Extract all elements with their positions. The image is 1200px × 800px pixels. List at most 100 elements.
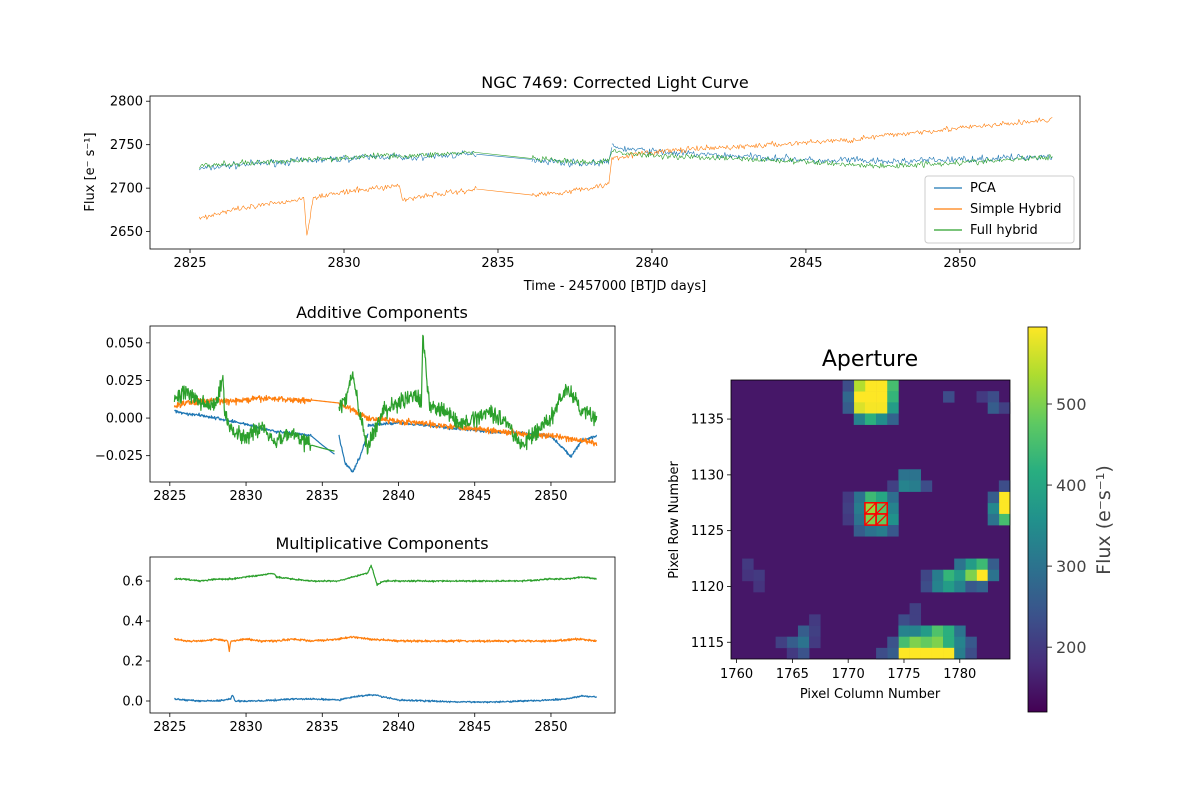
aperture-pixel-bright <box>887 647 899 660</box>
aperture-pixel-bright <box>976 391 988 403</box>
mul-ytick-label: 0.0 <box>122 695 143 710</box>
lc-series-simple-hybrid <box>199 117 1053 236</box>
aperture-pixel-bright <box>898 614 910 626</box>
add-xtick-label: 2825 <box>153 489 186 504</box>
aperture-pixel-bright <box>931 647 944 660</box>
aperture-pixel-bright <box>887 513 899 526</box>
colorbar-tick-label: 400 <box>1056 476 1087 495</box>
colorbar-tick-label: 200 <box>1056 638 1087 657</box>
aperture-pixel-bright <box>876 391 888 403</box>
aperture-xtick-label: 1780 <box>943 667 976 682</box>
colorbar-gradient <box>1028 327 1047 712</box>
additive-series <box>173 334 598 473</box>
add-xtick-label: 2845 <box>458 489 491 504</box>
aperture-pixel-bright <box>853 402 866 414</box>
aperture-pixel-bright <box>797 647 810 660</box>
aperture-ticks: 1760 1765 1770 1775 1780 1115 1120 1125 1130 1135 <box>691 413 976 682</box>
aperture-pixel-bright <box>898 480 910 492</box>
add-series-component-3 <box>173 334 598 455</box>
aperture-pixel-bright <box>909 636 922 649</box>
aperture-mask-pixel <box>875 502 888 515</box>
colorbar-tick-label: 500 <box>1056 395 1087 414</box>
lc-ytick-label: 2800 <box>110 95 143 110</box>
aperture-pixel-bright <box>853 391 866 403</box>
light-curve-panel: NGC 7469: Corrected Light Curve 2825 2830… <box>83 73 1081 294</box>
aperture-pixel-bright <box>965 558 977 571</box>
mul-ytick-label: 0.6 <box>122 575 143 590</box>
mul-ytick-label: 0.2 <box>122 655 143 670</box>
aperture-pixel-bright <box>887 380 899 392</box>
aperture-pixel-bright <box>809 636 821 649</box>
aperture-pixel-bright <box>909 625 922 637</box>
aperture-xtick-label: 1775 <box>887 667 920 682</box>
aperture-pixel-bright <box>887 391 899 403</box>
aperture-pixel-bright <box>943 625 955 637</box>
aperture-pixel-bright <box>887 491 899 504</box>
legend-entry-pca: PCA <box>970 181 996 196</box>
aperture-pixel-bright <box>809 625 821 637</box>
aperture-pixel-bright <box>998 480 1011 492</box>
aperture-pixel-bright <box>909 647 922 660</box>
aperture-mask-hatch <box>875 513 888 526</box>
multiplicative-frame <box>149 556 616 714</box>
aperture-pixel-bright <box>954 569 966 582</box>
aperture-pixel-bright <box>842 513 855 526</box>
aperture-pixel-bright <box>887 402 899 414</box>
aperture-xtick-label: 1765 <box>776 667 809 682</box>
aperture-pixel-bright <box>876 525 888 537</box>
aperture-pixel-bright <box>954 580 966 593</box>
multiplicative-panel: Multiplicative Components 2825 2830 2835 28… <box>122 534 616 735</box>
aperture-pixel-bright <box>898 469 910 481</box>
add-ytick-label: 0.000 <box>106 412 143 427</box>
aperture-pixel-bright <box>853 502 866 515</box>
aperture-pixel-bright <box>876 413 888 425</box>
aperture-pixel-bright <box>920 625 933 637</box>
colorbar: 200 300 400 500 Flux (e⁻s⁻¹) <box>1027 326 1115 713</box>
aperture-pixel-bright <box>864 380 877 392</box>
aperture-title: Aperture <box>822 347 918 372</box>
aperture-pixel-bright <box>954 647 966 660</box>
aperture-pixel-bright <box>998 513 1011 526</box>
aperture-pixel-bright <box>965 569 977 582</box>
aperture-xtick-label: 1760 <box>720 667 753 682</box>
aperture-pixel-bright <box>976 558 988 571</box>
multiplicative-title: Multiplicative Components <box>275 534 488 553</box>
aperture-pixel-bright <box>998 491 1011 504</box>
lc-xtick-label: 2835 <box>481 256 514 271</box>
lc-ytick-label: 2700 <box>110 182 143 197</box>
aperture-pixel-bright <box>909 469 922 481</box>
aperture-pixel-bright <box>920 569 933 582</box>
aperture-pixel-bright <box>931 580 944 593</box>
aperture-pixel-bright <box>943 636 955 649</box>
aperture-pixel-bright <box>998 502 1011 515</box>
add-series-component-1 <box>174 409 598 473</box>
aperture-pixel-bright <box>842 502 855 515</box>
mul-series-component-3 <box>174 564 597 587</box>
aperture-pixel-bright <box>965 580 977 593</box>
lc-ytick-label: 2750 <box>110 138 143 153</box>
lc-ytick-label: 2650 <box>110 225 143 240</box>
mul-xtick-label: 2845 <box>458 720 491 735</box>
aperture-pixel-bright <box>876 647 888 660</box>
aperture-pixel-bright <box>853 413 866 425</box>
aperture-pixel-bright <box>876 491 888 504</box>
light-curve-xlabel: Time - 2457000 [BTJD days] <box>523 279 706 294</box>
mul-ytick-label: 0.4 <box>122 615 143 630</box>
aperture-pixel-bright <box>987 391 1000 403</box>
aperture-pixel-bright <box>898 636 910 649</box>
lc-xtick-label: 2830 <box>327 256 360 271</box>
aperture-ylabel: Pixel Row Number <box>667 461 682 579</box>
aperture-pixel-bright <box>920 480 933 492</box>
aperture-pixel-bright <box>853 491 866 504</box>
add-ytick-label: 0.050 <box>106 336 143 351</box>
aperture-pixel-bright <box>931 569 944 582</box>
additive-title: Additive Components <box>296 303 468 322</box>
aperture-mask-hatch <box>875 502 888 515</box>
aperture-pixel-bright <box>842 491 855 504</box>
aperture-pixel-bright <box>864 525 877 537</box>
multiplicative-series <box>173 564 598 704</box>
aperture-pixel-bright <box>742 569 754 582</box>
aperture-pixel-bright <box>987 502 1000 515</box>
add-ytick-label: 0.025 <box>106 374 143 389</box>
aperture-pixel-bright <box>987 569 1000 582</box>
